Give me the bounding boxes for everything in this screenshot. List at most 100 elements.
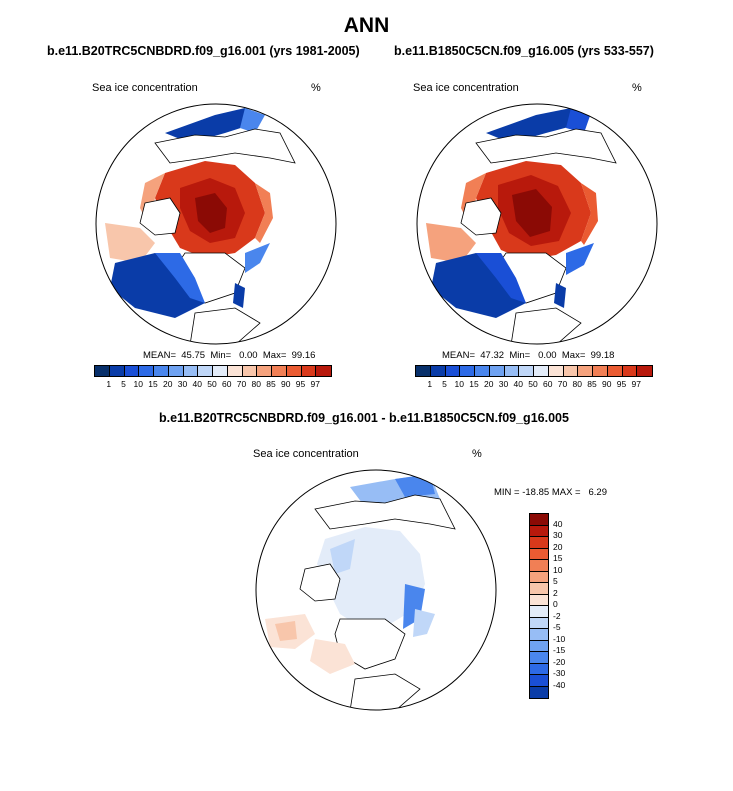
panel-3-colorbar-swatch [530, 617, 548, 629]
panel-2-colorbar-swatch [519, 366, 534, 376]
panel-3-colorbar-tick-label: 30 [553, 530, 563, 540]
panel-1-map [95, 103, 337, 345]
panel-2-colorbar-swatch [475, 366, 490, 376]
panel-2-units-label: % [632, 82, 642, 94]
panel-1-colorbar-tick-label: 60 [222, 379, 232, 389]
panel-1-colorbar-swatch [124, 366, 140, 376]
panel-1-colorbar-tick-label: 95 [295, 379, 306, 389]
panel-2-colorbar-tick-label: 1 [427, 379, 433, 389]
panel-2-land-europe [510, 307, 582, 344]
panel-1-colorbar-swatch [257, 366, 272, 376]
panel-3-colorbar-swatch [530, 629, 548, 641]
panel-2-colorbar-tick-label: 30 [498, 379, 509, 389]
panel-3-colorbar-swatch [530, 583, 548, 595]
panel-1-colorbar-swatch [316, 366, 331, 376]
panel-3-colorbar-tick-label: -15 [553, 645, 566, 655]
panel-1-land-archipelago [139, 197, 181, 236]
panel-2-colorbar-swatch [637, 366, 652, 376]
panel-2-colorbar-swatch [622, 366, 638, 376]
panel-3-colorbar-swatch [530, 560, 548, 572]
panel-1-stats: MEAN= 45.75 Min= 0.00 Max= 99.16 [143, 350, 316, 361]
panel-3-stats: MIN = -18.85 MAX = 6.29 [494, 487, 607, 498]
panel-2-colorbar-tick-label: 5 [442, 379, 447, 389]
panel-2-colorbar-tick-label: 70 [557, 379, 568, 389]
panel-3-colorbar-swatch [530, 652, 548, 664]
panel-2-colorbar [415, 365, 653, 377]
panel-1-colorbar-swatch [213, 366, 228, 376]
panel-2-colorbar-tick-label: 90 [602, 379, 612, 389]
panel-1-colorbar-swatch [168, 366, 184, 376]
panel-2-colorbar-swatch [460, 366, 475, 376]
panel-3-map [255, 469, 497, 711]
panel-2-colorbar-swatch [489, 366, 505, 376]
panel-3-colorbar-swatch [530, 537, 548, 549]
panel-1-colorbar-tick-label: 50 [207, 379, 217, 389]
panel-1-land-eurasia [154, 128, 296, 164]
panel-1-colorbar-ticks: 1 5 10 15 20 30 40 50 60 70 80 85 90 95 97 [94, 379, 330, 391]
panel-1-colorbar-tick-label: 15 [148, 379, 158, 389]
panel-3-colorbar-tick-label: -5 [553, 622, 561, 632]
panel-2-colorbar-swatch [416, 366, 431, 376]
panel-3-colorbar-ticks: 40 30 20 15 10 5 2 0 -2 -5 -10 -15 -20 -30 -40 [553, 513, 583, 697]
panel-3-colorbar-tick-label: -40 [553, 679, 566, 690]
panel-1-colorbar-swatch [183, 366, 199, 376]
panel-2-colorbar-tick-label: 60 [543, 379, 553, 389]
panel-3-colorbar-tick-label: 2 [553, 587, 558, 598]
panel-3-colorbar-tick-label: -30 [553, 668, 566, 678]
panel-3-variable-label: Sea ice concentration [253, 448, 359, 460]
panel-2-colorbar-tick-label: 85 [587, 379, 597, 389]
panel-2-colorbar-swatch [430, 366, 446, 376]
panel-1-colorbar-swatch [198, 366, 213, 376]
panel-2-stats: MEAN= 47.32 Min= 0.00 Max= 99.18 [442, 350, 615, 361]
panel-1-colorbar [94, 365, 332, 377]
panel-3-colorbar-tick-label: 40 [553, 518, 563, 529]
panel-1-colorbar-swatch [272, 366, 287, 376]
panel-2-colorbar-swatch [563, 366, 579, 376]
panel-1-colorbar-swatch [227, 366, 243, 376]
panel-2-colorbar-tick-label: 80 [572, 379, 582, 389]
panel-3-colorbar-tick-label: -2 [553, 610, 561, 621]
panel-1-units-label: % [311, 82, 321, 94]
panel-2-colorbar-tick-label: 95 [616, 379, 627, 389]
panel-2-land-archipelago [460, 197, 502, 236]
panel-3-colorbar-tick-label: 15 [553, 553, 563, 563]
panel-3-colorbar-tick-label: 20 [553, 541, 563, 552]
panel-2-colorbar-tick-label: 15 [469, 379, 479, 389]
panel-1-colorbar-tick-label: 1 [106, 379, 112, 389]
panel-3-colorbar-swatch [530, 675, 548, 687]
panel-1-colorbar-swatch [139, 366, 154, 376]
panel-3-colorbar-tick-label: -10 [553, 633, 566, 644]
panel-3-colorbar [529, 513, 549, 699]
panel-2-colorbar-swatch [607, 366, 623, 376]
panel-3-colorbar-tick-label: 10 [553, 564, 563, 575]
panel-1-colorbar-tick-label: 70 [236, 379, 247, 389]
panel-2-ice-edge-barents [486, 108, 576, 143]
panel-2-colorbar-swatch [548, 366, 564, 376]
panel-2-colorbar-swatch [534, 366, 549, 376]
panel-1-colorbar-tick-label: 30 [177, 379, 188, 389]
panel-2-title: b.e11.B1850C5CN.f09_g16.005 (yrs 533-557… [394, 44, 654, 58]
panel-2-colorbar-tick-label: 50 [528, 379, 538, 389]
panel-2-map [416, 103, 658, 345]
panel-1-colorbar-swatch [286, 366, 302, 376]
panel-2-colorbar-tick-label: 10 [454, 379, 464, 389]
panel-1-colorbar-tick-label: 97 [310, 379, 320, 389]
panel-2-variable-label: Sea ice concentration [413, 82, 519, 94]
panel-3-colorbar-swatch [530, 663, 548, 675]
panel-1-land-europe [189, 307, 261, 344]
panel-3-colorbar-swatch [530, 525, 548, 537]
panel-2-colorbar-swatch [445, 366, 461, 376]
panel-3-colorbar-swatch [530, 594, 548, 606]
panel-2-colorbar-tick-label: 20 [484, 379, 494, 389]
panel-2-colorbar-swatch [504, 366, 520, 376]
panel-1-colorbar-tick-label: 10 [133, 379, 143, 389]
panel-1-ice-edge-barents [165, 108, 250, 143]
panel-1-colorbar-swatch [154, 366, 169, 376]
panel-3-colorbar-swatch [530, 606, 548, 618]
panel-1-variable-label: Sea ice concentration [92, 82, 198, 94]
panel-1-colorbar-swatch [301, 366, 317, 376]
panel-1-colorbar-tick-label: 20 [163, 379, 173, 389]
panel-3-colorbar-swatch [530, 514, 548, 526]
panel-1-colorbar-swatch [95, 366, 110, 376]
panel-1-colorbar-tick-label: 85 [266, 379, 276, 389]
